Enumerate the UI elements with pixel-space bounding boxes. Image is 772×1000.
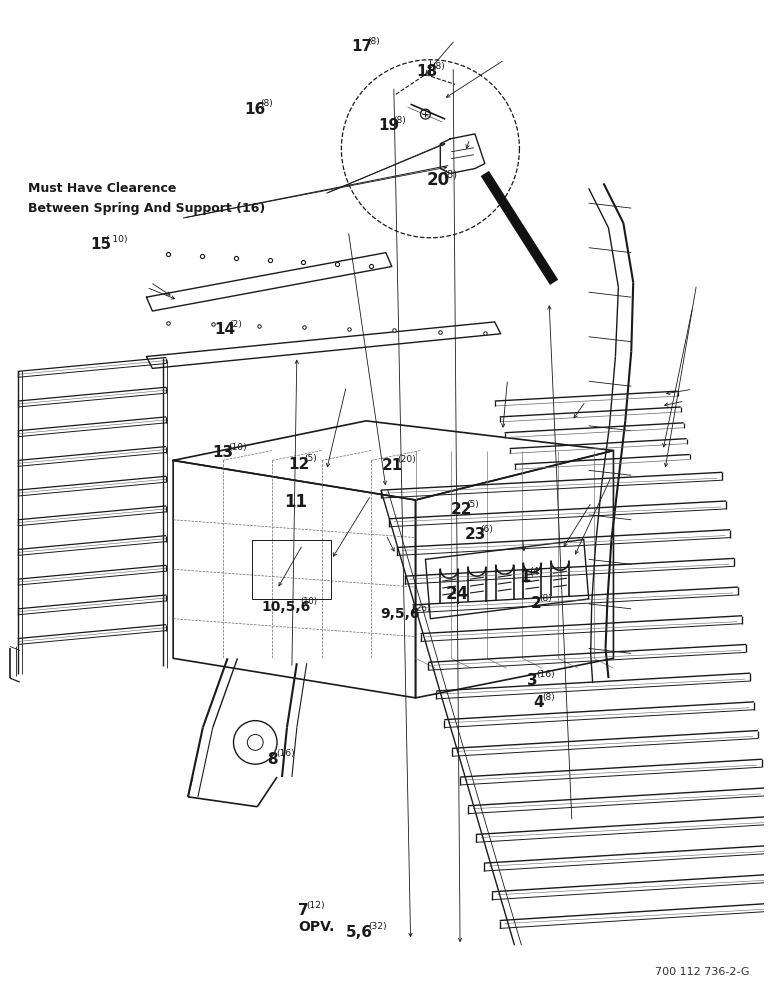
Text: (10): (10)	[300, 597, 317, 606]
Text: 8: 8	[267, 752, 278, 767]
Text: 700 112 736-2-G: 700 112 736-2-G	[655, 967, 750, 977]
Text: 1: 1	[520, 568, 531, 586]
Text: 5,6: 5,6	[346, 925, 373, 940]
Text: 2: 2	[531, 596, 542, 611]
Text: 13: 13	[212, 445, 233, 460]
Text: 9,5,6: 9,5,6	[381, 607, 420, 621]
Text: 7: 7	[298, 903, 309, 918]
Text: 24: 24	[445, 585, 469, 603]
Text: (2): (2)	[229, 320, 242, 329]
Text: 23: 23	[465, 527, 486, 542]
Text: 11: 11	[284, 493, 307, 511]
Text: (8): (8)	[432, 62, 445, 71]
Text: (5): (5)	[466, 500, 479, 509]
Text: (12): (12)	[306, 901, 325, 910]
Text: 10,5,6: 10,5,6	[261, 600, 310, 614]
Text: (8): (8)	[394, 116, 406, 125]
Text: (16): (16)	[276, 749, 295, 758]
Text: 12: 12	[289, 457, 310, 472]
Text: (8): (8)	[443, 169, 457, 179]
Circle shape	[233, 721, 277, 764]
Text: (8): (8)	[260, 99, 273, 108]
Text: (20): (20)	[398, 455, 416, 464]
Text: (8): (8)	[367, 37, 380, 46]
Text: Must Have Clearence: Must Have Clearence	[28, 182, 176, 195]
Text: 19: 19	[378, 118, 399, 133]
Text: (32): (32)	[368, 922, 387, 931]
Text: 20: 20	[426, 171, 449, 189]
Circle shape	[247, 734, 263, 750]
Text: 17: 17	[351, 39, 373, 54]
Text: 4: 4	[533, 695, 543, 710]
Text: (4): (4)	[529, 566, 543, 576]
Text: 3: 3	[527, 673, 537, 688]
Text: Between Spring And Support (16): Between Spring And Support (16)	[28, 202, 265, 215]
Text: 15: 15	[90, 237, 111, 252]
Text: 16: 16	[245, 102, 266, 117]
Text: (8): (8)	[542, 693, 554, 702]
Text: 14: 14	[214, 322, 235, 337]
Text: (6): (6)	[480, 525, 493, 534]
Text: 21: 21	[382, 458, 403, 473]
Text: OPV.: OPV.	[298, 920, 334, 934]
Text: (16): (16)	[536, 670, 554, 679]
Text: ( 10): ( 10)	[106, 235, 127, 244]
Text: 18: 18	[416, 64, 438, 79]
Text: (26): (26)	[413, 604, 430, 613]
Text: (8): (8)	[540, 594, 552, 603]
Text: (5): (5)	[304, 454, 317, 463]
Text: (10): (10)	[228, 443, 246, 452]
Text: 22: 22	[451, 502, 472, 517]
